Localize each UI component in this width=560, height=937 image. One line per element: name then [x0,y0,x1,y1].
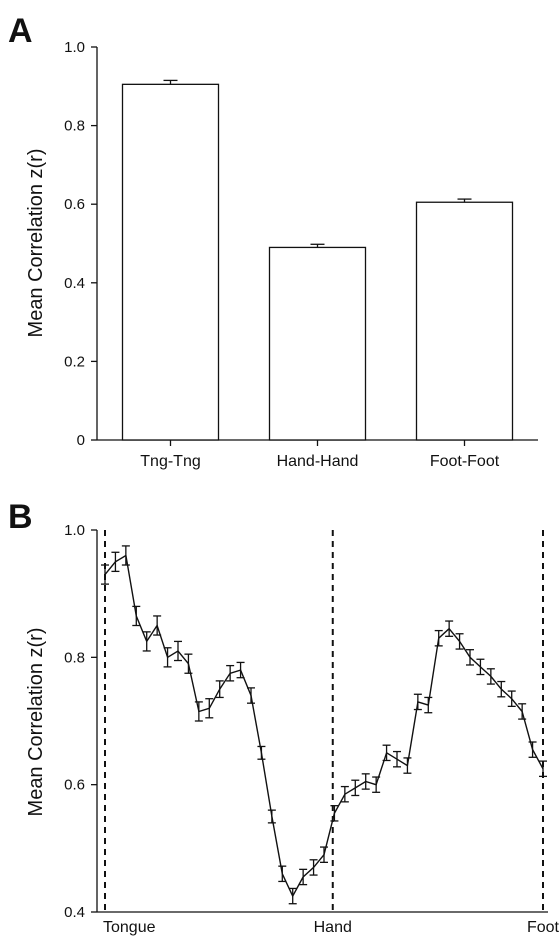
data-point [205,698,214,719]
data-point [226,664,235,682]
data-point [497,680,506,698]
data-point [413,693,422,711]
y-axis-title-b: Mean Correlation z(r) [25,628,47,817]
y-tick-label: 0.4 [64,904,85,921]
x-marker-label: Hand [314,919,352,936]
data-point [299,868,308,886]
x-tick-label: Hand-Hand [277,453,359,470]
data-point [372,776,381,793]
bar-hand-hand [268,246,367,441]
data-point [153,615,162,636]
data-point [215,680,224,699]
panel-label-b: B [8,498,33,536]
data-point [486,668,495,685]
data-point [507,690,516,708]
data-point [184,653,193,674]
series-line [104,554,544,898]
data-point [434,629,443,647]
data-point [163,647,172,668]
y-tick-label: 0.8 [64,118,85,135]
bar-tng-tng [121,83,220,441]
bar-chart: 0 0.2 0.4 0.6 0.8 1.0 Tng-Tng Hand-Hand Foot-Foo… [64,39,538,470]
data-point [101,564,109,585]
x-marker-label: Tongue [103,919,156,936]
y-tick-label: 0.8 [64,649,85,666]
y-tick-label: 0.2 [64,353,85,370]
data-point [393,750,401,768]
data-point [445,620,454,637]
data-point [330,805,339,822]
data-point [174,640,182,662]
data-point [361,773,370,790]
y-tick-label: 1.0 [64,522,85,539]
y-tick-label: 0.6 [64,777,85,794]
data-point [528,741,537,758]
data-point [351,779,360,797]
data-point [382,744,391,762]
data-point [309,859,318,876]
data-point [340,785,349,803]
data-point [142,631,151,652]
data-point [236,661,245,679]
y-tick-label: 1.0 [64,39,85,56]
data-point [132,605,141,627]
bar-foot-foot [415,201,514,441]
data-point [194,701,203,722]
y-tick-label: 0.4 [64,275,85,292]
x-marker-label: Foot [527,919,560,936]
y-axis-title-a: Mean Correlation z(r) [25,149,47,338]
data-point [476,658,485,676]
data-point [455,633,464,650]
data-point [466,649,474,666]
data-point [111,551,120,573]
data-point [288,887,297,905]
data-point [257,745,266,760]
panel-label-a: A [8,12,33,50]
x-tick-label: Foot-Foot [430,453,500,470]
line-chart: 0.4 0.6 0.8 1.0 Tongue Hand Foot [64,522,559,936]
x-tick-label: Tng-Tng [140,453,200,470]
data-point [267,809,276,824]
data-point [403,757,412,774]
y-tick-label: 0.6 [64,196,85,213]
data-point [121,545,130,566]
data-point [320,846,328,863]
data-point [539,760,547,778]
data-point [424,696,433,714]
data-point [518,703,527,720]
data-point [278,865,287,883]
data-point [247,687,255,704]
y-tick-label: 0 [77,432,85,449]
